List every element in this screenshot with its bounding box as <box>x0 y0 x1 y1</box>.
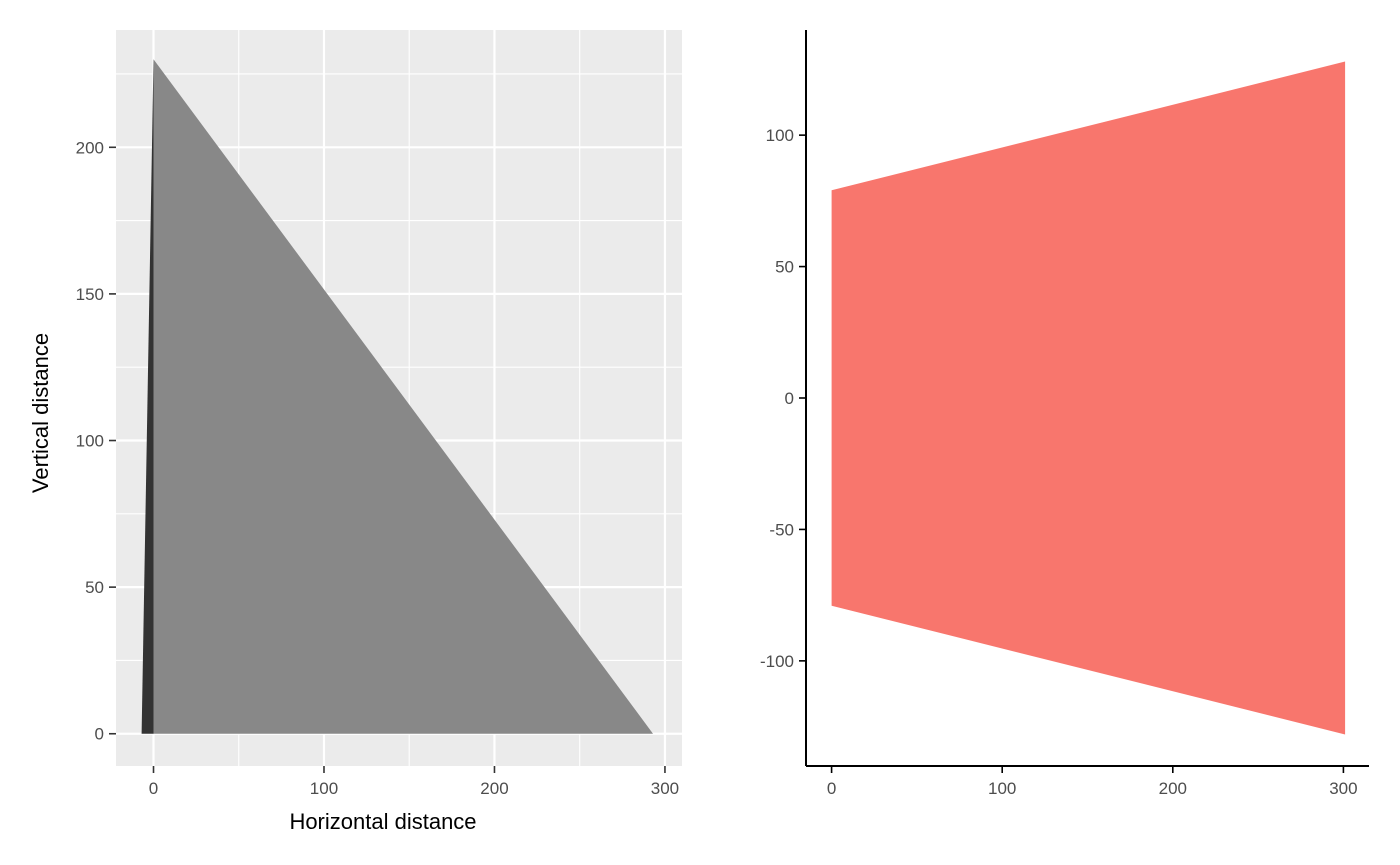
panel-2: 0 100 200 300 -100 -50 0 50 100 <box>760 30 1369 798</box>
y-tick-label: 50 <box>775 258 794 277</box>
x-tick-label: 100 <box>310 779 338 798</box>
shape-1 <box>141 59 154 734</box>
shape-2 <box>153 59 653 734</box>
y-tick-label: 200 <box>76 138 104 157</box>
y-tick-label: -50 <box>769 520 794 539</box>
x-tick-label: 0 <box>149 779 158 798</box>
y-tick-label: 0 <box>785 389 794 408</box>
x-tick-label: 200 <box>1159 779 1187 798</box>
y-tick-label: 0 <box>95 725 104 744</box>
y-tick-label: 50 <box>85 578 104 597</box>
y-tick-label: 100 <box>766 126 794 145</box>
y-tick-label: -100 <box>760 652 794 671</box>
x-tick-label: 100 <box>988 779 1016 798</box>
y-axis-title: Vertical distance <box>28 333 53 493</box>
y-tick-label: 100 <box>76 432 104 451</box>
y-tick-label: 150 <box>76 285 104 304</box>
x-tick-label: 200 <box>480 779 508 798</box>
x-axis-title: Horizontal distance <box>289 809 476 834</box>
x-tick-label: 300 <box>1329 779 1357 798</box>
x-tick-label: 300 <box>651 779 679 798</box>
x-tick-label: 0 <box>827 779 836 798</box>
shape-1 <box>831 61 1346 735</box>
